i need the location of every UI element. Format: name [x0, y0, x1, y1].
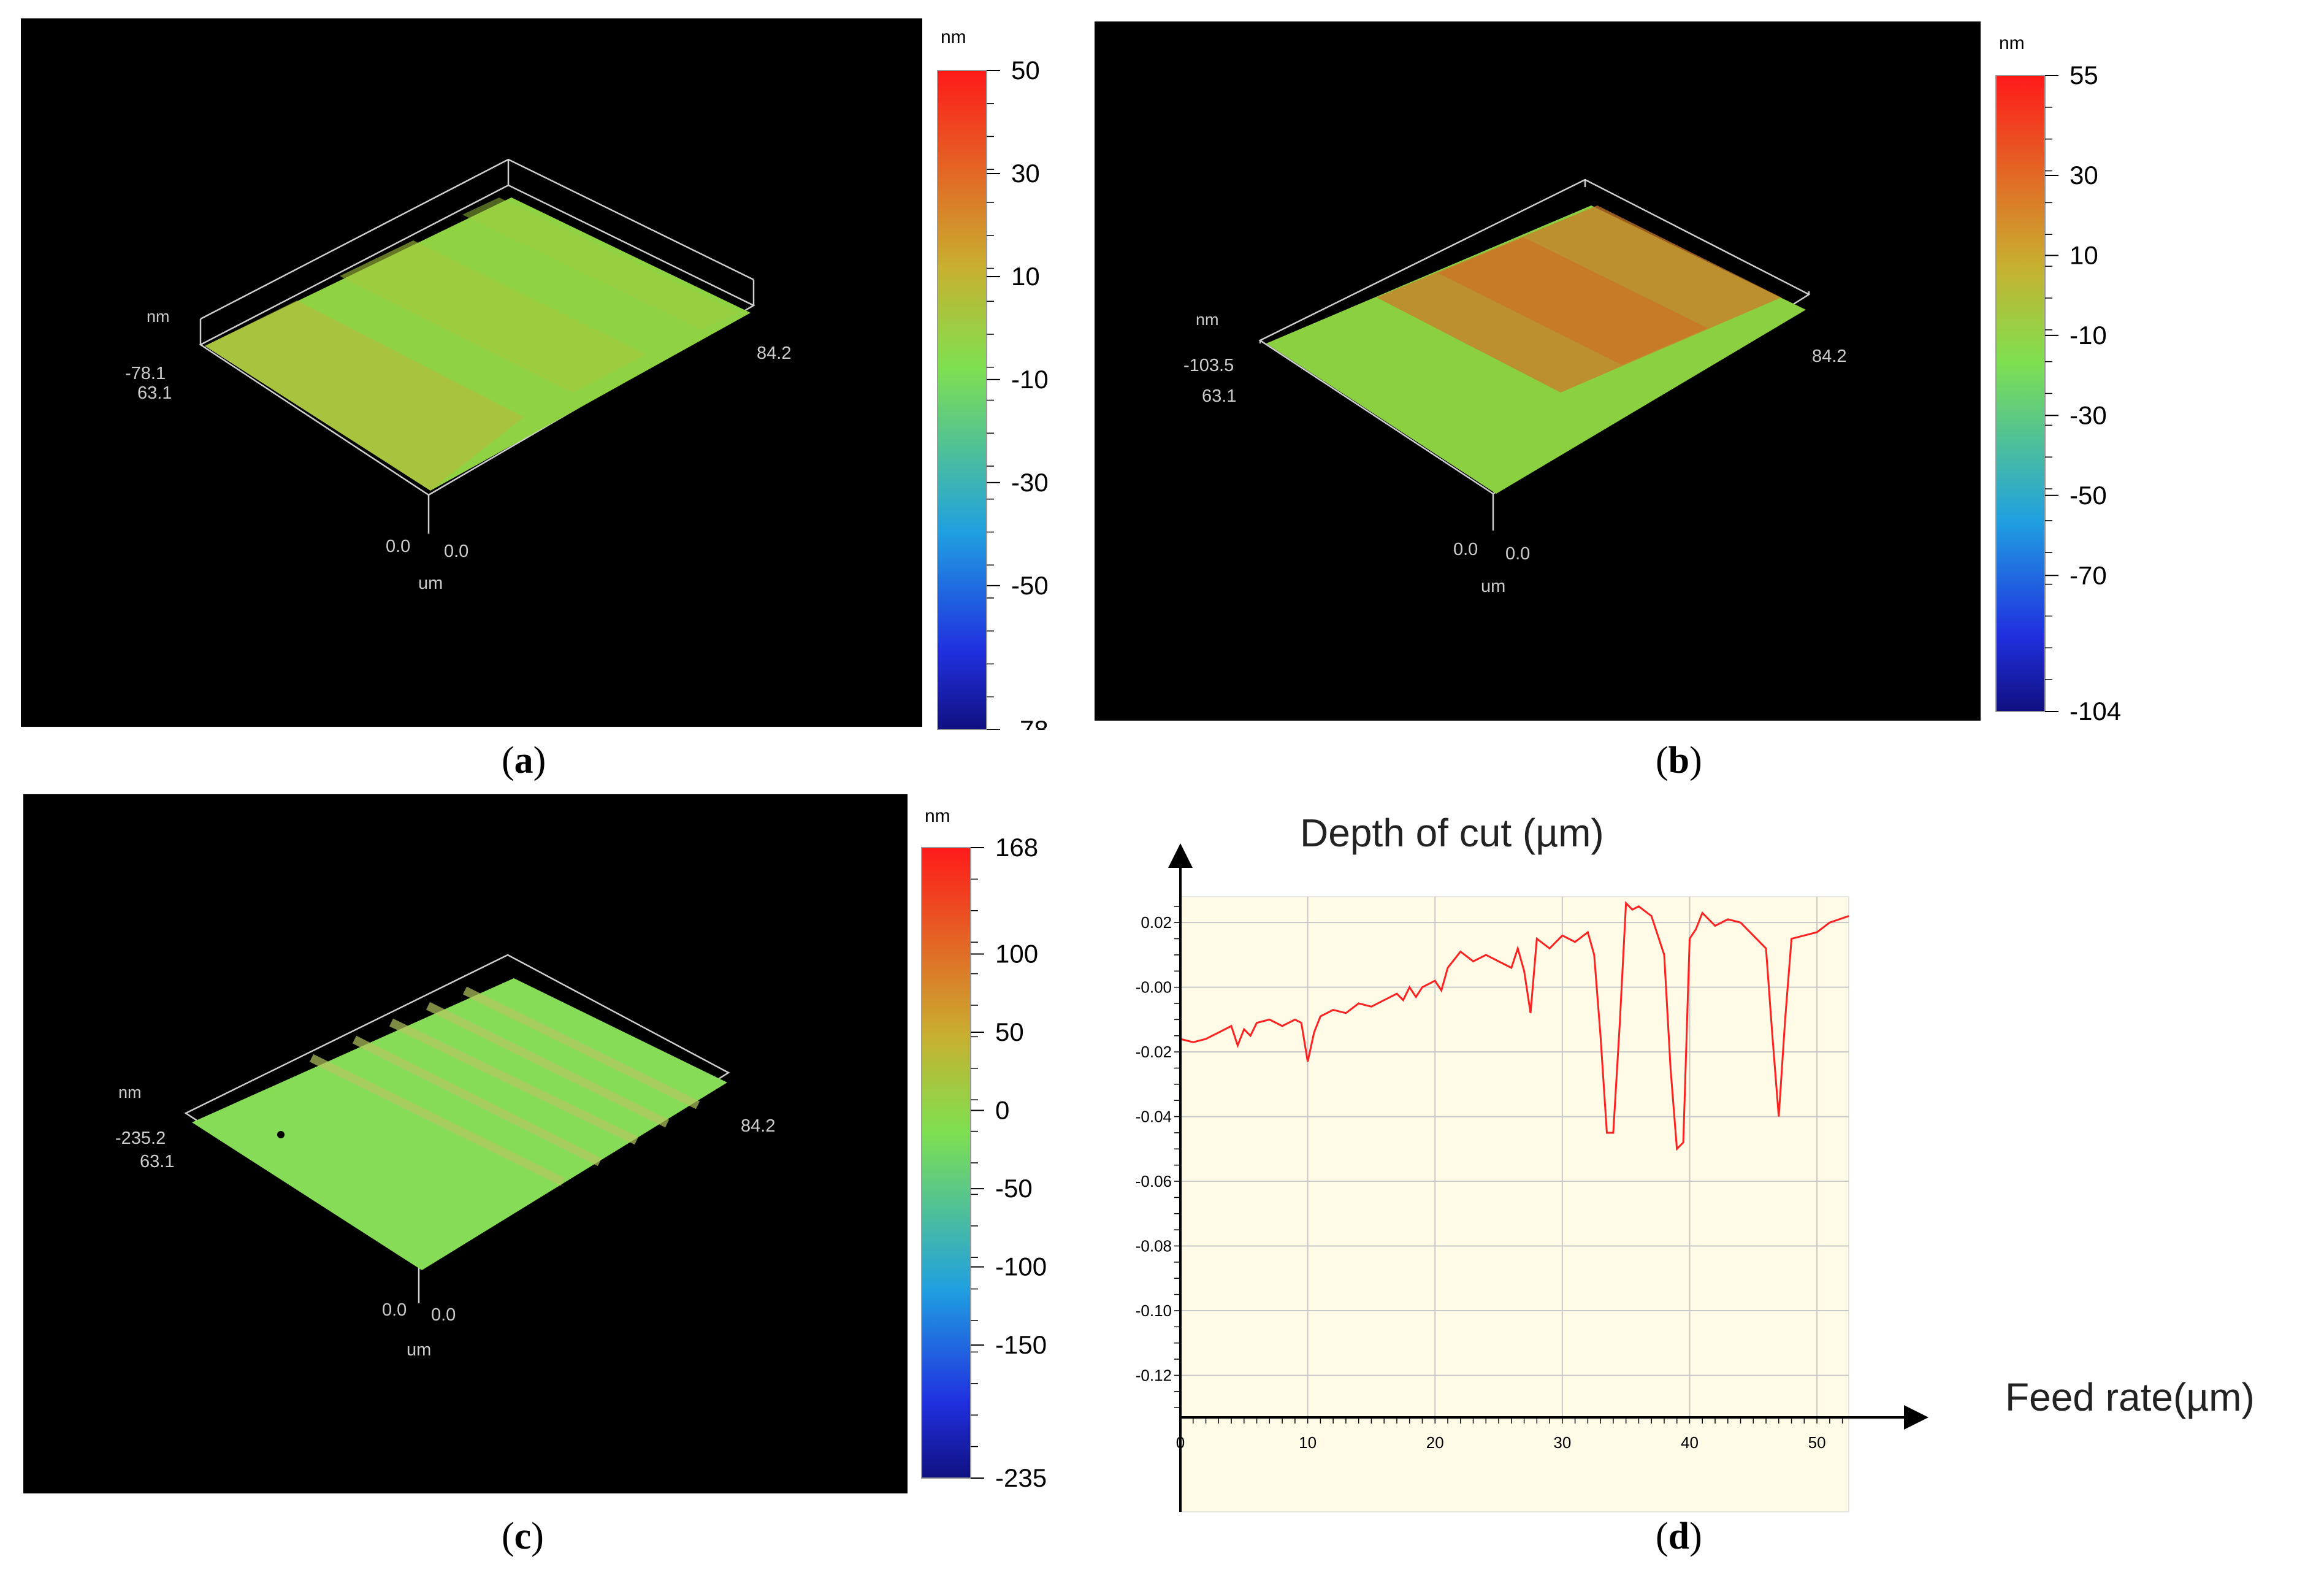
colorbar-tick-label: -104: [2070, 697, 2121, 726]
y-tick-label: -0.06: [1136, 1172, 1172, 1190]
origin-x-label: 0.0: [444, 542, 468, 561]
y-extent-label: 63.1: [137, 383, 172, 403]
panel-b: nm -103.5 63.1 84.2 0.0 0.0 um nm 55 30 10…: [1095, 21, 2137, 733]
origin-x-label: 0.0: [431, 1305, 456, 1325]
colorbar-tick-label: -150: [995, 1330, 1047, 1359]
x-extent-label: 84.2: [741, 1116, 775, 1136]
colorbar-unit: nm: [941, 27, 966, 47]
colorbar-tick-label: -235: [995, 1463, 1047, 1492]
surface-plot-a: nm -78.1 63.1 84.2 0.0 0.0 um nm 50 30 10 -…: [21, 18, 1049, 744]
colorbar-unit: nm: [925, 806, 950, 826]
colorbar-ticks: 168 100 50 0 -50 -100 -150 -235: [971, 833, 1047, 1492]
y-axis-title: Depth of cut (µm): [1300, 811, 1604, 855]
xy-unit-label: um: [407, 1340, 431, 1360]
groove-lines: [309, 986, 700, 1186]
colorbar-tick-label: 168: [995, 833, 1038, 862]
panel-c: nm -235.2 63.1 84.2 0.0 0.0 um nm 168 100…: [23, 794, 1066, 1512]
y-tick-label: -0.02: [1136, 1043, 1172, 1061]
z-unit-label: nm: [147, 307, 170, 326]
depth-profile-chart: 0.02-0.00-0.02-0.04-0.06-0.08-0.10-0.12 …: [1136, 811, 2255, 1512]
x-tick-label: 10: [1299, 1433, 1317, 1452]
x-extent-label: 84.2: [1812, 347, 1846, 366]
colorbar-tick-label: -50: [2070, 481, 2107, 510]
colorbar-c: [921, 847, 971, 1479]
y-tick-label: -0.08: [1136, 1237, 1172, 1255]
depth-profile-line: [1180, 900, 1849, 1151]
y-tick-label: -0.04: [1136, 1108, 1172, 1126]
defect-spot: [277, 1131, 285, 1138]
y-tick-label: 0.02: [1141, 913, 1172, 932]
colorbar-ticks: 50 30 10 -10 -30 -50 -78: [987, 56, 1049, 744]
colorbar-a: [937, 70, 987, 730]
z-min-label: -235.2: [115, 1129, 166, 1148]
label-a: (a): [502, 740, 546, 781]
colorbar-tick-label: -30: [2070, 400, 2107, 429]
y-tick-label: -0.00: [1136, 978, 1172, 997]
x-tick-label: 40: [1681, 1433, 1699, 1452]
label-c: (c): [502, 1516, 544, 1557]
z-min-label: -103.5: [1183, 356, 1234, 375]
surface-plot-b: nm -103.5 63.1 84.2 0.0 0.0 um nm 55 30 10…: [1095, 21, 2121, 726]
colorbar-tick-label: -50: [995, 1174, 1033, 1203]
colorbar-tick-label: 30: [1011, 159, 1040, 188]
label-d: (d): [1656, 1516, 1702, 1557]
colorbar-tick-label: -50: [1011, 571, 1049, 600]
bounding-box: [199, 158, 755, 534]
colorbar-b: [1995, 75, 2046, 712]
xy-unit-label: um: [1481, 577, 1505, 596]
colorbar-tick-label: -10: [2070, 321, 2107, 350]
xy-unit-label: um: [418, 573, 443, 593]
x-axis-title: Feed rate(µm): [2005, 1375, 2255, 1419]
colorbar-tick-label: 10: [2070, 240, 2098, 269]
colorbar-tick-label: -70: [2070, 561, 2107, 589]
y-extent-label: 63.1: [1202, 386, 1236, 406]
y-tick-label: -0.10: [1136, 1301, 1172, 1320]
y-tick-label: -0.12: [1136, 1366, 1172, 1384]
colorbar-tick-label: 30: [2070, 161, 2098, 190]
origin-y-label: 0.0: [382, 1300, 407, 1320]
colorbar-unit: nm: [1999, 33, 2025, 53]
colorbar-tick-label: -30: [1011, 468, 1049, 497]
colorbar-tick-label: 50: [995, 1017, 1024, 1046]
origin-y-label: 0.0: [386, 537, 410, 556]
x-tick-label: 20: [1426, 1433, 1444, 1452]
colorbar-tick-label: -78: [1011, 715, 1049, 730]
colorbar-tick-label: 50: [1011, 56, 1040, 85]
colorbar-tick-label: 100: [995, 939, 1038, 968]
colorbar-tick-label: 0: [995, 1096, 1009, 1125]
panel-d: 0.02 -0.00 -0.02 -0.04 -0.06 -0.08 -0.10 -0.12 …: [1091, 797, 2318, 1515]
bounding-box: [1258, 178, 1811, 531]
colorbar-tick-label: 55: [2070, 61, 2098, 90]
origin-y-label: 0.0: [1453, 540, 1478, 559]
panel-a: nm -78.1 63.1 84.2 0.0 0.0 um nm 50 30 10 -…: [21, 18, 1063, 744]
x-tick-labels: 01020304050: [1176, 1417, 1843, 1452]
z-unit-label: nm: [1196, 310, 1219, 329]
plot-area: [1180, 896, 1849, 1512]
colorbar-ticks: 55 30 10 -10 -30 -50 -70 -104: [2045, 61, 2121, 726]
origin-x-label: 0.0: [1505, 544, 1530, 564]
x-extent-label: 84.2: [757, 343, 791, 363]
z-min-label: -78.1: [125, 364, 166, 383]
y-extent-label: 63.1: [140, 1152, 174, 1171]
z-unit-label: nm: [118, 1083, 142, 1102]
label-b: (b): [1656, 740, 1702, 781]
y-tick-labels: 0.02 -0.00 -0.02 -0.04 -0.06 -0.08 -0.10 -0.12: [1136, 906, 1180, 1408]
colorbar-tick-label: -10: [1011, 365, 1049, 394]
colorbar-tick-label: 10: [1011, 262, 1040, 291]
colorbar-tick-label: -100: [995, 1252, 1047, 1281]
x-tick-label: 50: [1808, 1433, 1826, 1452]
x-tick-label: 30: [1553, 1433, 1571, 1452]
surface-plot-c: nm -235.2 63.1 84.2 0.0 0.0 um nm 168 100…: [23, 794, 1047, 1493]
